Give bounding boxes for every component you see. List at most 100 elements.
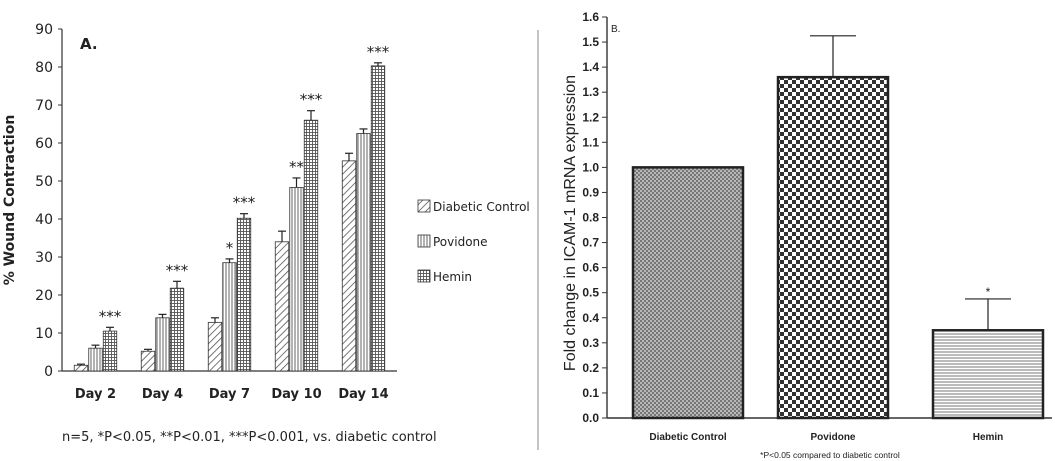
x-tick-label: Day 10 [271, 387, 321, 402]
significance-label: * [226, 239, 234, 257]
x-tick-label: Day 4 [142, 387, 183, 402]
bar [102, 330, 118, 372]
error-bar [91, 344, 100, 349]
y-tick-label: 40 [35, 212, 53, 228]
error-bar [106, 326, 114, 332]
y-tick-label: 1.1 [582, 135, 599, 149]
significance-label: *** [166, 261, 189, 279]
y-tick-label: 1.3 [582, 85, 599, 99]
panel-a-bars: ****************** [73, 43, 390, 372]
bar [73, 364, 89, 372]
error-bar [374, 62, 382, 66]
legend-swatch-diabetic-control [417, 199, 431, 213]
bar [341, 160, 357, 372]
y-tick-label: 20 [35, 288, 53, 304]
x-tick-label: Hemin [973, 432, 1004, 443]
panel-b-y-axis-label: Fold change in ICAM-1 mRNA expression [562, 75, 579, 371]
bar [931, 329, 1045, 420]
error-bar [278, 230, 286, 242]
panel-b-label: B. [611, 24, 620, 35]
significance-label: *** [367, 43, 390, 61]
y-tick-label: 1.4 [582, 60, 599, 74]
panel-a-chart: A. % Wound Contraction 0 10 20 30 40 50 60 70 80… [2, 22, 530, 445]
bar [274, 241, 290, 372]
significance-label: *** [300, 91, 323, 109]
y-tick-label: 0 [44, 364, 53, 380]
y-tick-label: 0.6 [582, 261, 599, 275]
y-tick-label: 70 [35, 98, 53, 114]
panel-b-x-ticks: Diabetic Control Povidone Hemin [649, 432, 1003, 443]
legend-label-hemin: Hemin [433, 270, 472, 284]
y-tick-label: 0.1 [582, 386, 599, 400]
y-tick-label: 0.0 [582, 411, 599, 425]
y-tick-label: 60 [35, 136, 53, 152]
y-tick-label: 30 [35, 250, 53, 266]
x-tick-label: Povidone [810, 432, 855, 443]
y-tick-label: 0.7 [582, 236, 599, 250]
panel-b-y-ticks: 0.0 0.1 0.2 0.3 0.4 0.5 0.6 0.7 0.8 0.9 1.0 1.1 1.2 1… [582, 10, 607, 425]
error-bar [173, 280, 181, 289]
error-bar [240, 213, 248, 219]
y-tick-label: 0.2 [582, 361, 599, 375]
panel-a-y-ticks: 0 10 20 30 40 50 60 70 80 90 [35, 22, 62, 380]
bar [356, 133, 371, 372]
x-tick-label: Day 7 [209, 387, 250, 402]
error-bar [307, 110, 315, 121]
panel-a-legend: Diabetic Control Povidone Hemin [417, 199, 530, 284]
bar [370, 65, 386, 372]
legend-swatch-hemin [417, 269, 431, 283]
bar [631, 166, 745, 420]
bar [289, 187, 304, 372]
legend-label-povidone: Povidone [433, 235, 488, 249]
error-bar [359, 128, 368, 134]
panel-b-bars: * [631, 35, 1045, 420]
y-tick-label: 80 [35, 60, 53, 76]
legend-label-diabetic-control: Diabetic Control [433, 200, 530, 214]
y-tick-label: 10 [35, 326, 53, 342]
y-tick-label: 1.2 [582, 110, 599, 124]
significance-label: *** [233, 194, 256, 212]
panel-b-caption: *P<0.05 compared to diabetic control [760, 450, 900, 460]
bar [140, 350, 156, 372]
y-tick-label: 1.0 [582, 160, 599, 174]
y-tick-label: 0.9 [582, 185, 599, 199]
error-bar [158, 313, 167, 318]
bar [169, 287, 185, 372]
x-tick-label: Day 2 [75, 387, 116, 402]
y-tick-label: 0.4 [582, 311, 599, 325]
significance-label: *** [99, 307, 122, 325]
legend-swatch-povidone [417, 234, 431, 248]
x-tick-label: Diabetic Control [649, 432, 726, 443]
panel-a-label: A. [80, 35, 98, 53]
error-bar [965, 298, 1011, 331]
bar [207, 321, 223, 372]
bar [222, 262, 237, 372]
y-tick-label: 1.6 [582, 10, 599, 24]
bar [776, 75, 890, 420]
error-bar [810, 35, 856, 78]
y-tick-label: 90 [35, 22, 53, 38]
error-bar [345, 152, 353, 161]
panel-a-x-ticks: Day 2 Day 4 Day 7 Day 10 Day 14 [75, 387, 389, 402]
error-bar [225, 258, 234, 263]
bar [155, 317, 170, 372]
error-bar [77, 363, 85, 366]
error-bar [292, 177, 301, 188]
y-tick-label: 0.8 [582, 211, 599, 225]
panel-b-chart: B. Fold change in ICAM-1 mRNA expression… [562, 10, 1052, 460]
x-tick-label: Day 14 [338, 387, 388, 402]
error-bar [211, 317, 219, 323]
bar [88, 347, 103, 372]
y-tick-label: 50 [35, 174, 53, 190]
panel-a-caption: n=5, *P<0.05, **P<0.01, ***P<0.001, vs. … [62, 430, 437, 445]
y-tick-label: 0.5 [582, 286, 599, 300]
panel-a-y-axis-label: % Wound Contraction [2, 115, 18, 286]
significance-label: * [986, 285, 991, 299]
significance-label: ** [289, 158, 305, 176]
error-bar [144, 348, 152, 352]
y-tick-label: 1.5 [582, 35, 599, 49]
y-tick-label: 0.3 [582, 336, 599, 350]
bar [236, 217, 252, 372]
bar [303, 119, 319, 372]
